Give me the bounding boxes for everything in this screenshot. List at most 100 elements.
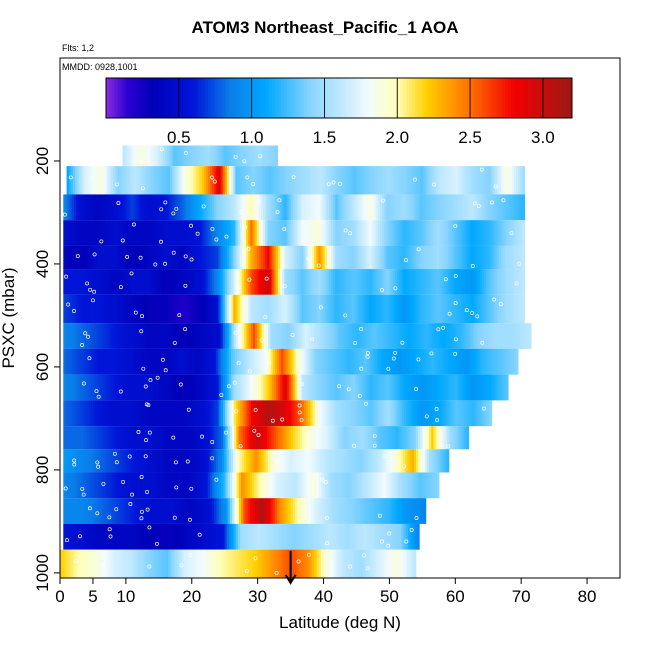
heat-cell <box>114 400 118 427</box>
heat-cell <box>97 269 101 295</box>
heat-cell <box>165 145 168 167</box>
heat-cell <box>118 400 122 427</box>
sample-point <box>224 430 228 435</box>
heat-cell <box>339 294 343 324</box>
sample-point <box>296 559 301 564</box>
heat-cell <box>404 400 407 427</box>
heat-cell <box>332 166 336 195</box>
heat-cell <box>117 549 121 578</box>
heat-cell <box>138 472 142 499</box>
heat-cell <box>245 166 249 195</box>
heat-cell <box>218 294 222 324</box>
heat-cell <box>275 294 279 324</box>
colorbar-segment <box>181 78 186 118</box>
heat-cell <box>416 245 419 270</box>
heat-cell <box>144 400 147 427</box>
x-tick-label: 80 <box>578 587 597 606</box>
heat-cell <box>488 194 492 221</box>
heat-cell <box>324 245 328 270</box>
heat-cell <box>459 323 463 349</box>
heat-cell <box>109 523 113 550</box>
heat-cell <box>385 348 389 375</box>
heat-cell <box>481 220 485 246</box>
heat-cell <box>372 426 375 450</box>
heat-cell <box>122 400 126 427</box>
colorbar-segment <box>545 78 550 118</box>
heat-cell <box>454 194 458 221</box>
heat-cell <box>490 348 494 375</box>
heat-cell <box>252 323 256 349</box>
heat-cell <box>311 245 315 270</box>
heat-cell <box>320 220 324 246</box>
heat-cell <box>205 549 209 578</box>
heat-cell <box>401 523 405 550</box>
heat-cell <box>186 220 190 246</box>
heat-cell <box>380 166 384 195</box>
heat-cell <box>273 220 277 246</box>
heat-layer <box>63 426 470 450</box>
heat-cell <box>253 523 257 550</box>
heat-cell <box>128 549 132 578</box>
heat-cell <box>369 374 373 401</box>
heat-cell <box>407 498 411 524</box>
heat-cell <box>77 348 81 375</box>
heat-cell <box>286 245 290 270</box>
heat-cell <box>248 374 252 401</box>
colorbar-segment <box>408 78 413 118</box>
heat-cell <box>168 426 172 450</box>
heat-cell <box>135 145 139 167</box>
heat-cell <box>345 549 348 578</box>
heat-cell <box>310 400 314 427</box>
heat-cell <box>278 472 282 499</box>
heat-cell <box>65 269 69 295</box>
heat-cell <box>345 323 349 349</box>
heat-cell <box>229 498 233 524</box>
heat-cell <box>145 523 148 550</box>
heat-cell <box>183 472 187 499</box>
heat-cell <box>275 269 279 295</box>
heat-cell <box>272 472 275 499</box>
heat-cell <box>343 323 347 349</box>
heat-cell <box>78 245 81 270</box>
colorbar-segment <box>199 78 203 118</box>
heat-cell <box>462 194 466 221</box>
heat-cell <box>430 294 434 324</box>
heat-cell <box>387 472 391 499</box>
heat-cell <box>110 374 113 401</box>
heat-cell <box>304 348 307 375</box>
heat-cell <box>150 294 154 324</box>
heat-cell <box>133 400 137 427</box>
heat-cell <box>486 374 490 401</box>
heat-cell <box>65 374 69 401</box>
heat-cell <box>220 323 224 349</box>
heat-cell <box>310 426 314 450</box>
heat-cell <box>74 426 78 450</box>
sample-point <box>414 386 419 391</box>
heat-cell <box>460 269 464 295</box>
sample-point <box>163 261 168 266</box>
heat-cell <box>307 374 311 401</box>
heat-cell <box>496 245 500 270</box>
heat-cell <box>241 194 245 221</box>
heat-cell <box>305 472 309 499</box>
colorbar-segment <box>432 78 436 118</box>
heat-cell <box>348 269 351 295</box>
heat-cell <box>98 426 102 450</box>
heat-cell <box>465 374 469 401</box>
heat-cell <box>399 374 403 401</box>
heat-cell <box>408 348 412 375</box>
heat-cell <box>381 523 385 550</box>
heat-cell <box>452 194 455 221</box>
sample-point <box>359 366 364 371</box>
sample-point <box>253 407 258 412</box>
heat-cell <box>321 472 324 499</box>
heat-cell <box>306 498 310 524</box>
heat-cell <box>492 220 496 246</box>
heat-cell <box>440 348 444 375</box>
heat-cell <box>335 523 338 550</box>
heat-cell <box>245 472 249 499</box>
heat-cell <box>148 426 152 450</box>
heat-cell <box>90 374 94 401</box>
heat-cell <box>438 348 441 375</box>
heat-cell <box>448 348 452 375</box>
